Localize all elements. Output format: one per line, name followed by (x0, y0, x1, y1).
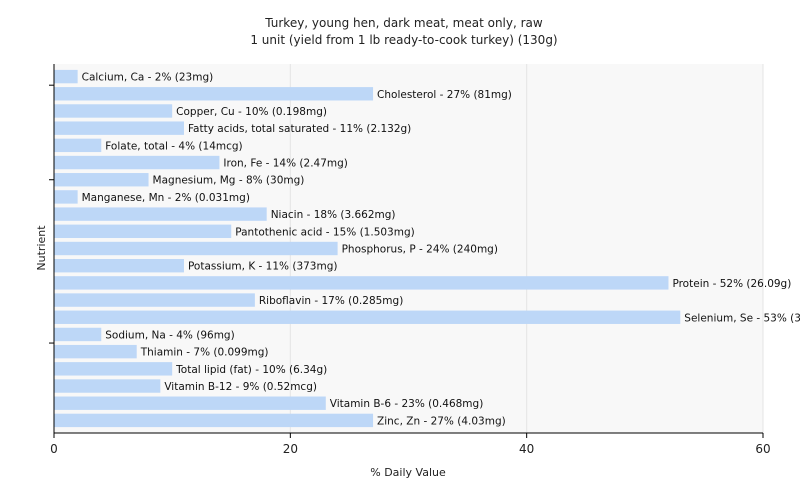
bar-label: Iron, Fe - 14% (2.47mg) (223, 158, 347, 170)
bar-label: Vitamin B-6 - 23% (0.468mg) (330, 398, 484, 410)
bar-label: Total lipid (fat) - 10% (6.34g) (175, 364, 327, 376)
bar (54, 241, 338, 256)
bar-label: Selenium, Se - 53% (37.2mcg) (684, 312, 800, 324)
bar-label: Potassium, K - 11% (373mg) (188, 261, 338, 273)
bar (54, 379, 161, 393)
x-tick-label: 40 (519, 442, 534, 456)
bar-label: Magnesium, Mg - 8% (30mg) (153, 175, 305, 187)
chart-subtitle: 1 unit (yield from 1 lb ready-to-cook tu… (250, 33, 557, 47)
bar-label: Thiamin - 7% (0.099mg) (140, 347, 269, 359)
bar (54, 362, 173, 376)
x-axis-label: % Daily Value (370, 466, 446, 479)
bar (54, 104, 173, 118)
bar-label: Phosphorus, P - 24% (240mg) (342, 244, 498, 256)
bar-label: Zinc, Zn - 27% (4.03mg) (377, 415, 506, 427)
y-axis-label: Nutrient (35, 225, 48, 271)
bar (54, 413, 374, 428)
bar (54, 310, 681, 324)
bar (54, 258, 184, 273)
bar-label: Fatty acids, total saturated - 11% (2.13… (188, 123, 411, 135)
bar (54, 327, 102, 342)
bar-label: Folate, total - 4% (14mcg) (105, 140, 242, 152)
bar (54, 190, 78, 204)
bar-label: Riboflavin - 17% (0.285mg) (259, 295, 403, 307)
x-tick-label: 20 (283, 442, 298, 456)
bar (54, 173, 149, 187)
x-tick-label: 0 (50, 442, 58, 456)
bar (54, 138, 102, 153)
chart-title: Turkey, young hen, dark meat, meat only,… (264, 16, 543, 30)
bar (54, 207, 267, 221)
bar-label: Protein - 52% (26.09g) (672, 278, 791, 290)
bar (54, 396, 326, 410)
bar-label: Niacin - 18% (3.662mg) (271, 209, 396, 221)
bar-label: Sodium, Na - 4% (96mg) (105, 329, 234, 341)
bar (54, 276, 669, 290)
bar-label: Copper, Cu - 10% (0.198mg) (176, 106, 327, 118)
bar (54, 224, 232, 239)
bar (54, 69, 78, 84)
bar (54, 155, 220, 170)
bar (54, 344, 137, 359)
bar-label: Vitamin B-12 - 9% (0.52mcg) (164, 381, 317, 393)
bar-label: Calcium, Ca - 2% (23mg) (82, 72, 214, 84)
bar-label: Manganese, Mn - 2% (0.031mg) (82, 192, 250, 204)
bar-label: Cholesterol - 27% (81mg) (377, 89, 512, 101)
x-tick-label: 60 (755, 442, 770, 456)
bar (54, 121, 184, 135)
bar (54, 293, 255, 307)
plot-area: Calcium, Ca - 2% (23mg) Cholesterol - 27%… (49, 64, 800, 456)
bar-label: Pantothenic acid - 15% (1.503mg) (235, 226, 414, 238)
bar (54, 87, 374, 101)
